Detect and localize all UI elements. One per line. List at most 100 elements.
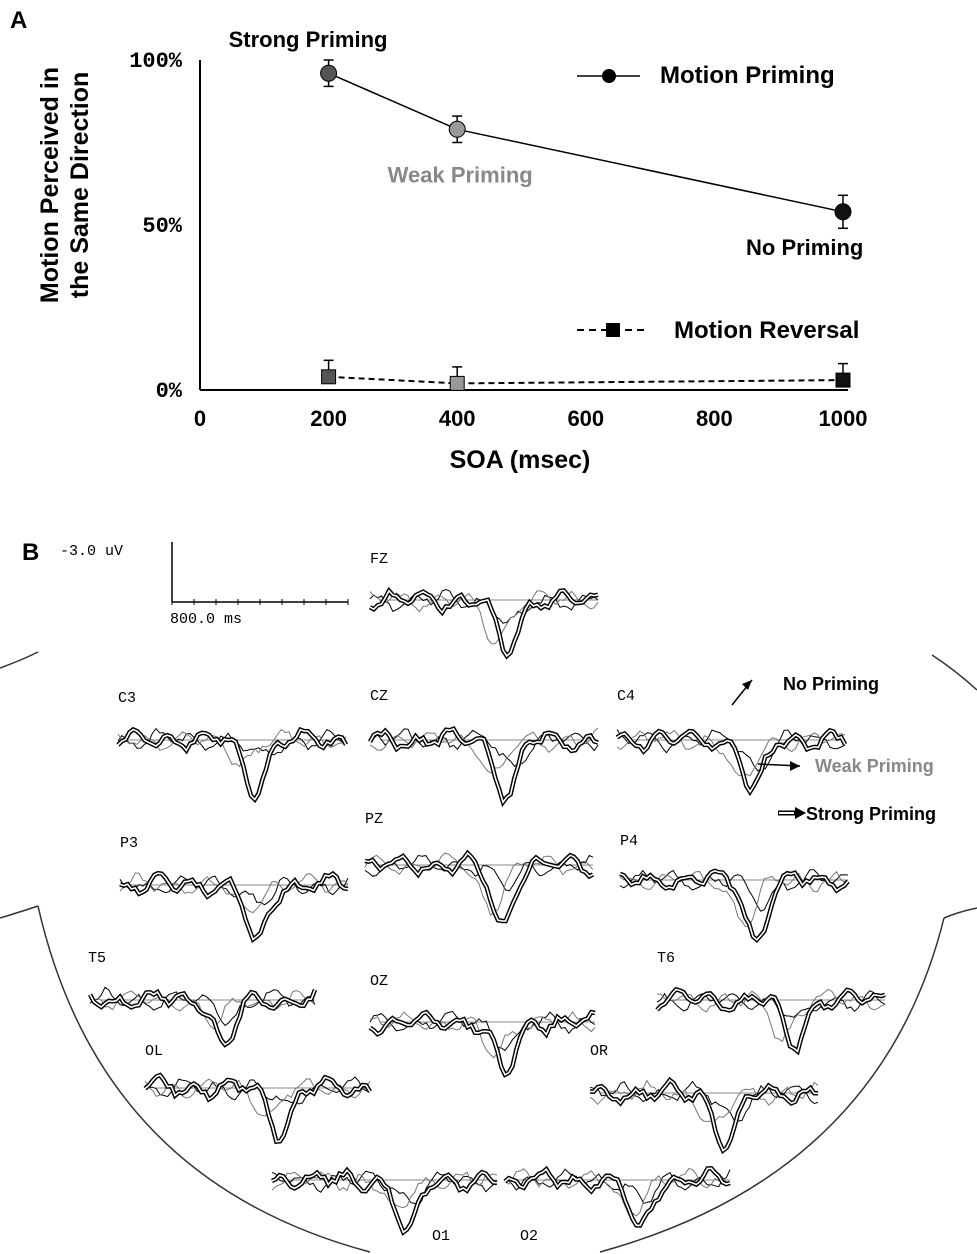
trace-strong-priming-inner — [369, 589, 599, 658]
electrode-o1: O1 — [271, 1166, 498, 1245]
x-tick-label: 400 — [439, 406, 476, 431]
x-tick-label: 1000 — [819, 406, 868, 431]
weak-priming-arrowhead — [790, 761, 800, 771]
legend-label: Motion Priming — [660, 62, 835, 89]
trace-strong-priming-inner — [616, 729, 846, 794]
y-axis-label-line1: Motion Perceived in — [36, 67, 64, 303]
no-priming-arrowhead — [742, 680, 752, 690]
legend-label: Motion Reversal — [674, 317, 859, 344]
head-outline-right-notch — [943, 907, 977, 919]
electrode-c3: C3 — [116, 690, 348, 804]
head-outline-left-notch — [0, 905, 39, 919]
electrode-or: OR — [589, 1043, 819, 1155]
electrode-o2: O2 — [503, 1165, 731, 1245]
trace-strong-priming-inner — [504, 1167, 731, 1227]
trace-no-priming — [369, 588, 599, 624]
y-tick-label: 50% — [142, 214, 182, 239]
x-axis-label: SOA (msec) — [450, 446, 591, 474]
trace-strong-priming-inner — [89, 989, 316, 1046]
point-annotation: No Priming — [746, 235, 863, 260]
data-point — [321, 369, 337, 385]
series-line — [328, 72, 844, 213]
trace-weak-priming — [616, 729, 846, 777]
legend-marker — [602, 69, 616, 83]
electrode-label: OZ — [370, 973, 388, 990]
head-outline-left-ear — [0, 651, 39, 669]
electrode-label: T5 — [88, 950, 106, 967]
legend-strong-priming: Strong Priming — [806, 804, 936, 824]
electrode-label: P3 — [120, 835, 138, 852]
trace-weak-priming — [369, 727, 599, 774]
data-point — [320, 64, 338, 82]
data-point — [835, 372, 851, 388]
electrode-label: T6 — [657, 950, 675, 967]
trace-strong-priming-inner — [619, 870, 849, 942]
y-tick-label: 100% — [129, 49, 183, 74]
electrode-label: FZ — [370, 551, 388, 568]
electrode-c4: C4 — [615, 688, 847, 797]
x-tick-label: 200 — [310, 406, 347, 431]
electrode-label: C4 — [617, 688, 635, 705]
electrode-p3: P3 — [119, 835, 349, 944]
head-outline-left-arc — [37, 905, 371, 1253]
electrode-label: CZ — [370, 688, 388, 705]
electrode-label: P4 — [620, 833, 638, 850]
trace-strong-priming-inner — [369, 1011, 596, 1076]
electrode-t5: T5 — [88, 950, 318, 1048]
point-annotation: Strong Priming — [229, 27, 388, 52]
trace-strong-priming-outer — [655, 986, 886, 1056]
legend: Motion Priming Motion Reversal — [577, 62, 859, 344]
trace-strong-priming-inner — [369, 727, 599, 804]
head-outline — [0, 651, 977, 1253]
head-outline-right-ear — [931, 654, 977, 691]
trace-weak-priming — [119, 872, 349, 914]
trace-no-priming — [89, 986, 316, 1027]
chart-a: Motion Perceived in the Same Direction S… — [36, 27, 867, 474]
trace-strong-priming-inner — [364, 851, 594, 922]
series-group — [320, 59, 852, 391]
electrode-label: OL — [145, 1043, 163, 1060]
trace-strong-priming-inner — [656, 988, 886, 1053]
x-tick-label: 600 — [567, 406, 604, 431]
condition-legend: No Priming Weak Priming Strong Priming — [731, 674, 936, 824]
y-tick-label: 0% — [156, 379, 183, 404]
point-annotation: Weak Priming — [388, 162, 533, 187]
electrode-label: C3 — [118, 690, 136, 707]
point-annotations: Strong Priming Weak Priming No Priming — [229, 27, 864, 260]
trace-strong-priming-inner — [589, 1078, 819, 1152]
data-point — [449, 375, 465, 391]
scale-ticks — [171, 599, 349, 605]
electrode-ol: OL — [143, 1043, 372, 1145]
electrode-p4: P4 — [619, 833, 850, 944]
erp-traces: FZ C3 CZ C4 P3 PZ P4 T5 OZ T6 OL OR O1 O2 — [88, 551, 886, 1245]
trace-weak-priming — [369, 590, 599, 645]
electrode-label: OR — [590, 1043, 608, 1060]
electrode-fz: FZ — [368, 551, 599, 660]
data-point — [834, 203, 852, 221]
data-point — [448, 120, 466, 138]
head-outline-right-arc — [599, 917, 945, 1253]
series-line — [328, 375, 844, 385]
trace-strong-priming-inner — [144, 1074, 371, 1143]
trace-strong-priming-outer — [88, 988, 318, 1048]
panel-a-label: A — [10, 7, 27, 34]
legend-weak-priming: Weak Priming — [815, 756, 934, 776]
panel-b-label: B — [22, 539, 39, 566]
legend-marker — [606, 323, 620, 337]
axis-ticks: 0% 50% 100% 0 200 400 600 800 1000 — [129, 49, 867, 431]
electrode-label: O1 — [432, 1228, 450, 1245]
strong-priming-arrow — [778, 807, 806, 819]
electrode-label: O2 — [520, 1228, 538, 1245]
electrode-pz: PZ — [364, 811, 595, 924]
x-tick-label: 800 — [696, 406, 733, 431]
electrode-oz: OZ — [368, 973, 596, 1078]
trace-strong-priming-outer — [119, 870, 349, 944]
y-axis-label-line2: the Same Direction — [66, 72, 94, 298]
y-axis-label: Motion Perceived in the Same Direction — [36, 67, 94, 303]
scale-time-label: 800.0 ms — [170, 611, 242, 628]
x-tick-label: 0 — [194, 406, 206, 431]
electrode-label: PZ — [365, 811, 383, 828]
electrode-cz: CZ — [368, 688, 599, 808]
trace-weak-priming — [89, 989, 316, 1030]
